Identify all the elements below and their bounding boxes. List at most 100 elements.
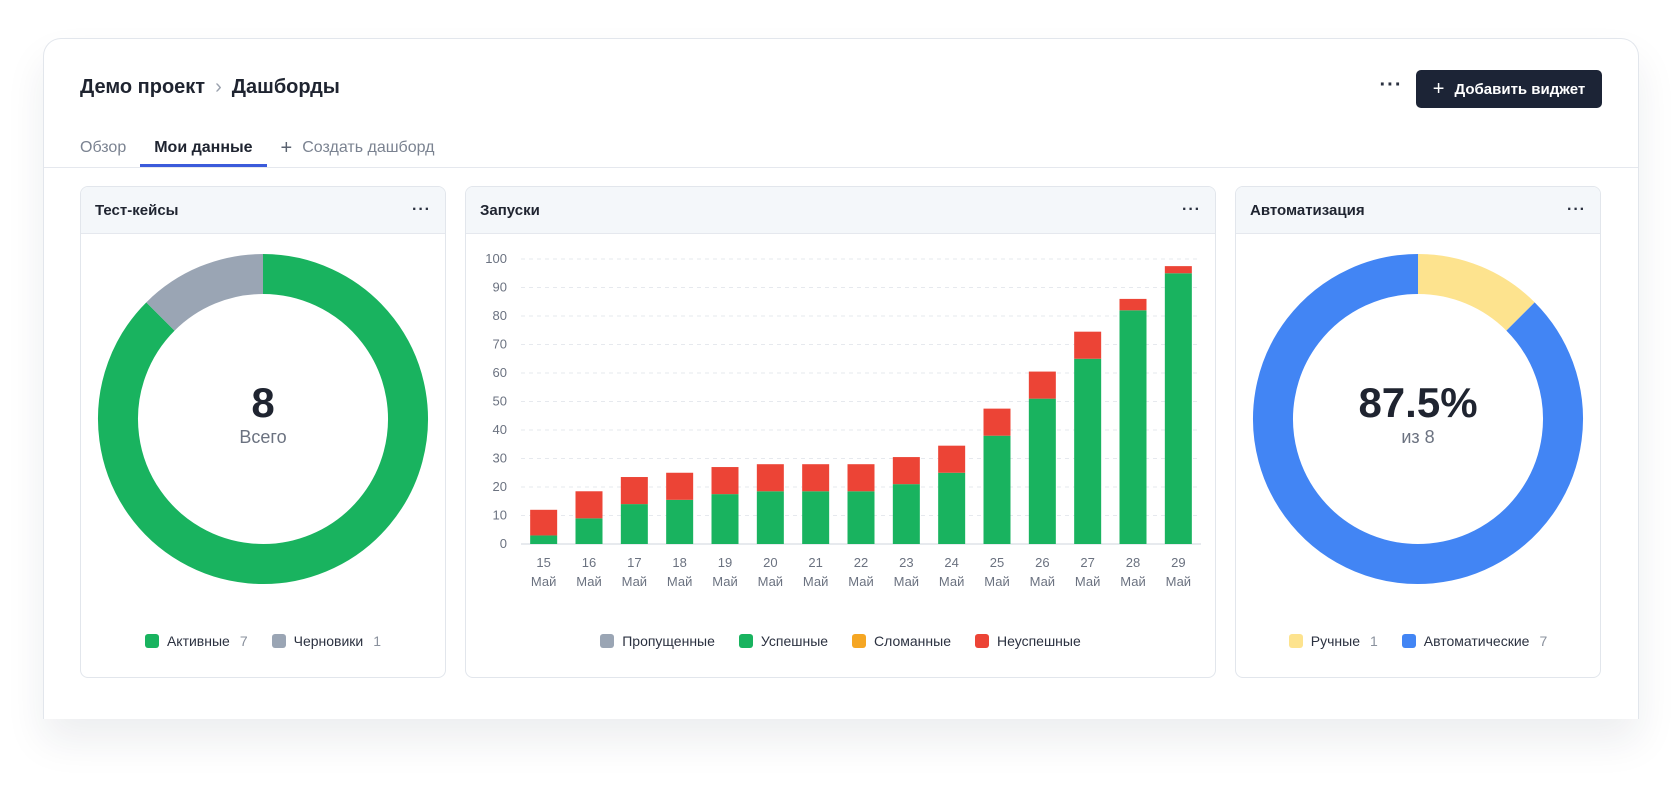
bar-20-series-1[interactable] (756, 491, 784, 544)
legend-label: Черновики (293, 633, 364, 649)
widget-more-button[interactable]: ··· (1182, 201, 1201, 218)
y-tick-label: 10 (493, 508, 507, 523)
x-tick-sublabel: Май (984, 574, 1009, 589)
x-tick-label: 19 (718, 555, 732, 570)
legend-swatch (144, 634, 159, 648)
x-tick-sublabel: Май (758, 574, 783, 589)
bar-16-series-3[interactable] (575, 491, 603, 519)
test-cases-slice-1[interactable] (146, 254, 264, 331)
runs-bar-chart: 0 10 20 30 40 50 60 70 80 90 100 15 Май 16 Май 17 Май 18 М… (485, 251, 1201, 589)
widget-automation: Автоматизация ··· 87.5% из 8 Ручные 1 Ав… (1235, 186, 1601, 678)
bar-23-series-3[interactable] (892, 457, 920, 485)
bar-18-series-3[interactable] (666, 472, 694, 500)
automation-slice-0[interactable] (1417, 254, 1535, 331)
x-tick-sublabel: Май (803, 574, 828, 589)
bar-20-series-3[interactable] (756, 464, 784, 492)
y-tick-label: 90 (493, 280, 507, 295)
widget-title: Запуски (480, 201, 540, 219)
legend-label: Активные (166, 633, 230, 649)
x-tick-sublabel: Май (1075, 574, 1100, 589)
bar-25-series-1[interactable] (983, 435, 1011, 544)
widget-more-button[interactable]: ··· (412, 201, 431, 218)
y-tick-label: 60 (493, 365, 507, 380)
legend-item-manual[interactable]: Ручные 1 (1288, 633, 1378, 649)
bar-28-series-3[interactable] (1119, 298, 1147, 311)
bar-15-series-1[interactable] (530, 535, 558, 544)
bar-15-series-3[interactable] (530, 509, 558, 536)
legend-item-failed[interactable]: Неуспешные (975, 633, 1081, 649)
tab-my-data[interactable]: Мои данные (140, 131, 267, 167)
tab-overview[interactable]: Обзор (80, 131, 140, 165)
add-widget-button[interactable]: + Добавить виджет (1416, 70, 1602, 108)
bar-27-series-1[interactable] (1074, 358, 1102, 544)
bar-21-series-3[interactable] (802, 464, 830, 492)
automation-donut: 87.5% из 8 (1236, 233, 1600, 613)
tab-create-dashboard[interactable]: + Создать дашборд (267, 131, 449, 165)
bar-28-series-1[interactable] (1119, 310, 1147, 544)
x-tick-label: 20 (763, 555, 777, 570)
y-tick-label: 100 (485, 251, 507, 266)
x-tick-label: 24 (944, 555, 958, 570)
bar-23-series-1[interactable] (892, 484, 920, 544)
y-tick-label: 30 (493, 451, 507, 466)
legend-count: 1 (373, 633, 382, 649)
bar-19-series-1[interactable] (711, 494, 739, 544)
legend-item-active[interactable]: Активные 7 (144, 633, 248, 649)
x-tick-label: 22 (854, 555, 868, 570)
bar-29-series-3[interactable] (1164, 266, 1192, 274)
legend-item-automated[interactable]: Автоматические 7 (1401, 633, 1547, 649)
widget-test-cases: Тест-кейсы ··· 8 Всего Активные 7 Чернов… (80, 186, 446, 678)
y-tick-label: 70 (493, 337, 507, 352)
legend-item-skipped[interactable]: Пропущенные (600, 633, 715, 649)
legend-swatch (1288, 634, 1303, 648)
x-tick-sublabel: Май (1030, 574, 1055, 589)
breadcrumb-project[interactable]: Демо проект (80, 76, 206, 98)
plus-icon: + (280, 137, 293, 159)
legend-count: 1 (1369, 633, 1378, 649)
breadcrumb-dashboards[interactable]: Дашборды (231, 76, 340, 98)
bar-26-series-1[interactable] (1028, 398, 1056, 544)
x-tick-sublabel: Май (1166, 574, 1191, 589)
x-tick-label: 15 (536, 555, 550, 570)
bar-22-series-1[interactable] (847, 491, 875, 544)
automation-percent: 87.5% (1358, 379, 1478, 426)
legend-label: Пропущенные (622, 633, 715, 649)
dashboard-card: Демо проект › Дашборды ··· + Добавить ви… (43, 38, 1639, 719)
bar-24-series-3[interactable] (938, 445, 966, 473)
x-tick-label: 26 (1035, 555, 1049, 570)
tabs-divider (44, 167, 1638, 168)
bar-18-series-1[interactable] (666, 499, 694, 544)
breadcrumb: Демо проект › Дашборды (80, 76, 340, 99)
runs-legend: Пропущенные Успешные Сломанные Неуспешны… (466, 633, 1215, 649)
test-cases-donut-chart (98, 254, 428, 584)
bar-16-series-1[interactable] (575, 518, 603, 544)
legend-swatch (600, 634, 615, 648)
x-tick-label: 23 (899, 555, 913, 570)
add-widget-label: Добавить виджет (1454, 80, 1586, 98)
legend-item-drafts[interactable]: Черновики 1 (271, 633, 382, 649)
bar-25-series-3[interactable] (983, 408, 1011, 436)
bar-21-series-1[interactable] (802, 491, 830, 544)
test-cases-legend: Активные 7 Черновики 1 (81, 633, 445, 649)
legend-item-broken[interactable]: Сломанные (852, 633, 951, 649)
bar-27-series-3[interactable] (1074, 331, 1102, 359)
x-tick-sublabel: Май (622, 574, 647, 589)
test-cases-slice-0[interactable] (98, 254, 428, 584)
bar-22-series-3[interactable] (847, 464, 875, 492)
bar-26-series-3[interactable] (1028, 371, 1056, 399)
total-label: Всего (239, 427, 287, 447)
automation-slice-1[interactable] (1253, 254, 1583, 584)
bar-19-series-3[interactable] (711, 467, 739, 495)
x-tick-label: 18 (672, 555, 686, 570)
widget-runs: Запуски ··· 0 10 20 30 40 50 60 70 80 90 100 15 Май 1… (465, 186, 1216, 678)
tab-my-data-label: Мои данные (154, 138, 253, 156)
bar-17-series-3[interactable] (620, 477, 648, 505)
y-tick-label: 20 (493, 479, 507, 494)
widget-more-button[interactable]: ··· (1567, 201, 1586, 218)
bar-24-series-1[interactable] (938, 472, 966, 544)
more-options-button[interactable]: ··· (1379, 73, 1403, 96)
x-tick-sublabel: Май (712, 574, 737, 589)
legend-item-passed[interactable]: Успешные (738, 633, 828, 649)
bar-17-series-1[interactable] (620, 504, 648, 544)
bar-29-series-1[interactable] (1164, 273, 1192, 544)
